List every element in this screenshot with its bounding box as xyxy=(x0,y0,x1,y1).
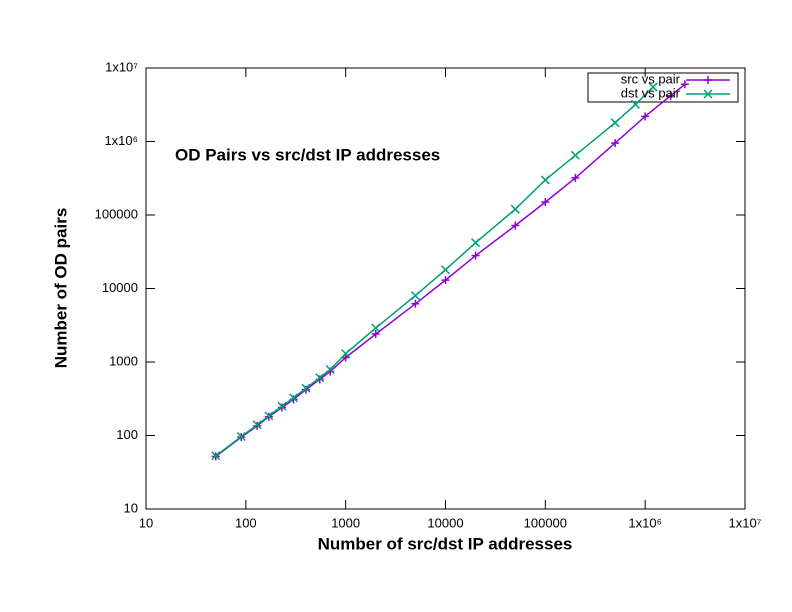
data-point xyxy=(410,291,420,301)
x-tick-label: 1000 xyxy=(331,515,360,530)
series-line xyxy=(215,86,654,457)
data-point xyxy=(648,82,658,92)
chart-title: OD Pairs vs src/dst IP addresses xyxy=(175,145,440,164)
data-point xyxy=(264,411,274,421)
data-point xyxy=(301,383,311,393)
data-point xyxy=(236,431,246,442)
data-point xyxy=(630,99,641,109)
data-point xyxy=(471,238,481,248)
data-point xyxy=(570,150,580,160)
y-tick-label: 1000 xyxy=(109,353,138,368)
legend-box xyxy=(587,72,739,103)
data-point xyxy=(666,91,675,100)
data-point xyxy=(371,323,381,333)
data-point xyxy=(341,349,351,359)
data-point xyxy=(440,265,451,275)
legend-label: src vs pair xyxy=(621,71,681,86)
y-tick-label: 100000 xyxy=(95,206,138,221)
data-point xyxy=(341,353,350,362)
x-axis-label: Number of src/dst IP addresses xyxy=(318,534,573,553)
y-axis-label: Number of OD pairs xyxy=(51,208,70,369)
data-point xyxy=(277,401,287,411)
x-tick-label: 100000 xyxy=(524,515,567,530)
plot-frame xyxy=(145,67,746,510)
data-point xyxy=(541,198,550,207)
data-point xyxy=(325,364,335,375)
data-point xyxy=(315,373,325,383)
data-point xyxy=(510,204,520,214)
x-tick-label: 1x10⁶ xyxy=(628,515,662,530)
y-tick-label: 10 xyxy=(124,500,138,515)
x-tick-label: 1x10⁷ xyxy=(729,515,762,530)
data-point xyxy=(571,173,580,182)
x-tick-label: 10000 xyxy=(427,515,463,530)
y-tick-label: 1x10⁶ xyxy=(104,133,138,148)
data-point xyxy=(610,118,620,128)
y-tick-label: 1x10⁷ xyxy=(105,59,138,74)
legend-marker xyxy=(704,76,712,84)
data-point xyxy=(611,139,620,148)
data-point xyxy=(680,80,689,89)
legend-marker xyxy=(703,89,713,99)
data-point xyxy=(441,276,450,285)
data-point xyxy=(288,393,298,403)
x-tick-label: 10 xyxy=(139,515,153,530)
data-point xyxy=(371,330,380,339)
data-point xyxy=(411,299,420,308)
data-point xyxy=(511,221,520,230)
data-point xyxy=(252,420,262,430)
y-tick-label: 10000 xyxy=(102,280,138,295)
data-point xyxy=(540,175,550,185)
x-tick-label: 100 xyxy=(235,515,257,530)
y-tick-label: 100 xyxy=(116,427,138,442)
legend-label: dst vs pair xyxy=(621,85,681,100)
data-point xyxy=(471,251,480,260)
data-point xyxy=(641,112,650,121)
data-point xyxy=(211,451,221,461)
